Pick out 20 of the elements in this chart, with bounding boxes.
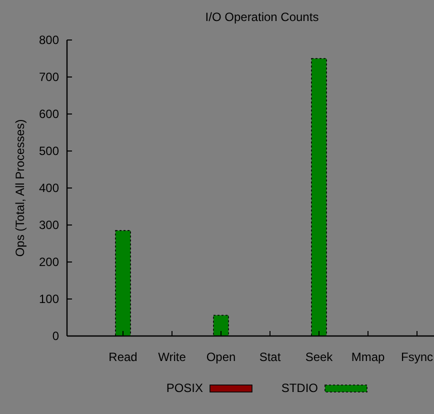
y-tick-label: 800 bbox=[38, 33, 60, 48]
y-tick-label: 200 bbox=[38, 255, 60, 270]
y-tick-label: 600 bbox=[38, 107, 60, 122]
x-tick-label: Fsync bbox=[400, 350, 434, 364]
y-axis-title: Ops (Total, All Processes) bbox=[13, 119, 27, 257]
chart-title: I/O Operation Counts bbox=[205, 10, 319, 24]
x-tick-label: Mmap bbox=[351, 350, 385, 364]
legend-label: POSIX bbox=[166, 381, 203, 396]
legend-label: STDIO bbox=[281, 381, 318, 396]
y-tick-label: 400 bbox=[38, 181, 60, 196]
x-tick-label: Write bbox=[158, 350, 186, 364]
x-tick-label: Open bbox=[206, 350, 236, 364]
y-tick-label: 300 bbox=[38, 218, 60, 232]
x-tick-label: Read bbox=[108, 350, 138, 364]
x-tick-label: Stat bbox=[259, 350, 282, 364]
y-tick-label: 700 bbox=[38, 70, 60, 84]
y-tick-label: 500 bbox=[38, 144, 60, 158]
y-tick-label: 0 bbox=[52, 329, 60, 344]
y-tick-label: 100 bbox=[38, 292, 60, 306]
x-tick-label: Seek bbox=[305, 350, 334, 364]
